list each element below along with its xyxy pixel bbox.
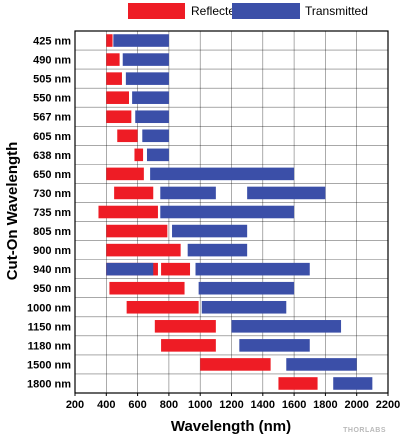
bar-reflected bbox=[161, 339, 216, 352]
y-tick-label: 1150 nm bbox=[28, 321, 72, 333]
y-tick-label: 735 nm bbox=[33, 207, 71, 219]
y-tick-label: 490 nm bbox=[33, 55, 71, 67]
bar-reflected bbox=[106, 34, 113, 47]
y-tick-label: 1500 nm bbox=[27, 359, 71, 371]
plot-area: 425 nm 490 nm 505 nm 550 nm 567 nm 605 nm 638 … bbox=[27, 30, 400, 411]
bar-reflected bbox=[154, 320, 216, 333]
x-tick-label: 200 bbox=[66, 399, 84, 411]
bar-reflected bbox=[106, 72, 122, 85]
legend-label-transmitted: Transmitted bbox=[305, 4, 368, 18]
y-tick-label: 1800 nm bbox=[27, 378, 71, 390]
legend: Reflected Transmitted bbox=[128, 3, 368, 19]
y-tick-label: 730 nm bbox=[33, 188, 71, 200]
y-tick-label: 638 nm bbox=[33, 150, 71, 162]
legend-swatch-transmitted bbox=[232, 3, 300, 19]
bar-transmitted bbox=[160, 205, 295, 219]
bar-transmitted bbox=[201, 300, 287, 314]
bar-transmitted bbox=[198, 281, 295, 295]
bar-transmitted bbox=[150, 167, 295, 181]
y-tick-label: 950 nm bbox=[33, 283, 71, 295]
bar-reflected bbox=[109, 281, 185, 295]
y-tick-label: 605 nm bbox=[33, 131, 71, 143]
x-tick-label: 1600 bbox=[282, 399, 306, 411]
x-tick-label: 400 bbox=[97, 399, 115, 411]
bar-transmitted bbox=[122, 53, 169, 66]
bar-reflected bbox=[161, 262, 191, 276]
bar-reflected bbox=[106, 243, 181, 257]
y-tick-label: 505 nm bbox=[33, 74, 71, 86]
y-tick-label: 805 nm bbox=[33, 226, 71, 238]
y-axis-title: Cut-On Wavelength bbox=[4, 142, 21, 281]
bar-reflected bbox=[126, 300, 199, 314]
bar-reflected bbox=[106, 167, 144, 181]
bar-reflected bbox=[200, 358, 271, 371]
bar-transmitted bbox=[333, 377, 373, 390]
bar-transmitted bbox=[247, 186, 326, 200]
y-tick-label: 567 nm bbox=[33, 112, 71, 124]
bar-transmitted bbox=[172, 224, 248, 238]
bar-reflected bbox=[106, 110, 132, 124]
x-tick-label: 2200 bbox=[376, 399, 400, 411]
bar-reflected bbox=[114, 186, 154, 200]
bar-transmitted bbox=[195, 262, 310, 276]
x-tick-label: 2000 bbox=[344, 399, 368, 411]
y-tick-label: 425 nm bbox=[33, 36, 71, 48]
bar-reflected bbox=[278, 377, 318, 390]
thorlabs-logo: THORLABS bbox=[343, 427, 386, 434]
x-tick-label: 1200 bbox=[219, 399, 243, 411]
x-tick-label: 600 bbox=[128, 399, 146, 411]
x-tick-label: 800 bbox=[160, 399, 178, 411]
legend-label-reflected: Reflected bbox=[191, 4, 242, 18]
bar-transmitted bbox=[132, 91, 169, 104]
bar-reflected bbox=[106, 224, 168, 238]
bar-transmitted bbox=[231, 320, 342, 333]
bar-transmitted bbox=[125, 72, 169, 85]
bar-transmitted bbox=[239, 339, 310, 352]
bar-reflected bbox=[134, 148, 144, 162]
bar-transmitted bbox=[146, 148, 169, 162]
x-tick-label: 1800 bbox=[313, 399, 337, 411]
bar-transmitted bbox=[113, 34, 169, 47]
bar-transmitted bbox=[160, 186, 216, 200]
bar-transmitted bbox=[286, 358, 357, 371]
y-tick-label: 1000 nm bbox=[27, 302, 71, 314]
x-tick-label: 1400 bbox=[251, 399, 275, 411]
bar-transmitted bbox=[135, 110, 169, 124]
bar-transmitted bbox=[142, 129, 169, 143]
legend-swatch-reflected bbox=[128, 3, 185, 19]
x-axis-title: Wavelength (nm) bbox=[171, 418, 291, 435]
bar-reflected bbox=[98, 205, 158, 219]
bar-transmitted bbox=[106, 262, 154, 276]
bar-transmitted bbox=[187, 243, 248, 257]
bar-reflected bbox=[106, 53, 120, 66]
y-tick-label: 1180 nm bbox=[28, 340, 72, 352]
y-tick-label: 650 nm bbox=[33, 169, 71, 181]
y-tick-label: 550 nm bbox=[33, 93, 71, 105]
y-tick-label: 900 nm bbox=[33, 245, 71, 257]
bar-reflected bbox=[117, 129, 138, 143]
bar-reflected bbox=[106, 91, 129, 104]
x-tick-label: 1000 bbox=[188, 399, 212, 411]
y-tick-label: 940 nm bbox=[33, 264, 71, 276]
